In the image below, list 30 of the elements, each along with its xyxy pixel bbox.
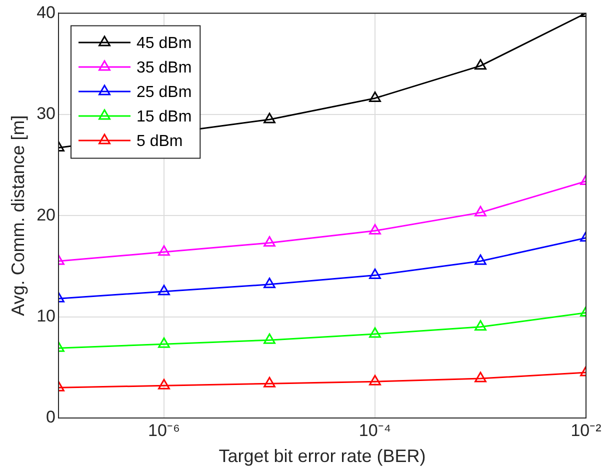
legend-label: 15 dBm bbox=[136, 108, 192, 126]
y-tick-label: 20 bbox=[36, 205, 56, 224]
point bbox=[264, 278, 276, 288]
y-tick-label: 0 bbox=[46, 408, 56, 427]
x-tick-label: 10⁻⁶ bbox=[148, 420, 180, 440]
point bbox=[474, 59, 486, 70]
legend-label: 25 dBm bbox=[136, 84, 192, 101]
point bbox=[264, 236, 276, 247]
x-tick-label: 10⁻⁴ bbox=[358, 420, 392, 440]
point bbox=[369, 327, 381, 338]
point bbox=[369, 224, 381, 235]
point bbox=[474, 254, 486, 265]
point bbox=[264, 376, 276, 388]
legend-label: 5 dBm bbox=[136, 132, 183, 150]
x-axis-title: Target bit error rate (BER) bbox=[218, 446, 426, 466]
point bbox=[474, 372, 486, 382]
y-tick-label: 30 bbox=[36, 104, 56, 124]
y-tick-label: 40 bbox=[36, 2, 56, 22]
point bbox=[474, 206, 486, 216]
legend-label: 35 dBm bbox=[136, 59, 192, 76]
point bbox=[264, 333, 276, 344]
x-tick-label: 10⁻² bbox=[570, 420, 602, 440]
y-axis-title: Avg. Comm. distance [m] bbox=[8, 115, 28, 316]
point bbox=[264, 112, 276, 124]
point bbox=[369, 268, 381, 280]
point bbox=[369, 91, 381, 102]
point bbox=[369, 374, 381, 386]
point bbox=[474, 320, 486, 331]
y-tick-label: 10 bbox=[36, 306, 56, 326]
legend-label: 45 dBm bbox=[136, 34, 192, 52]
